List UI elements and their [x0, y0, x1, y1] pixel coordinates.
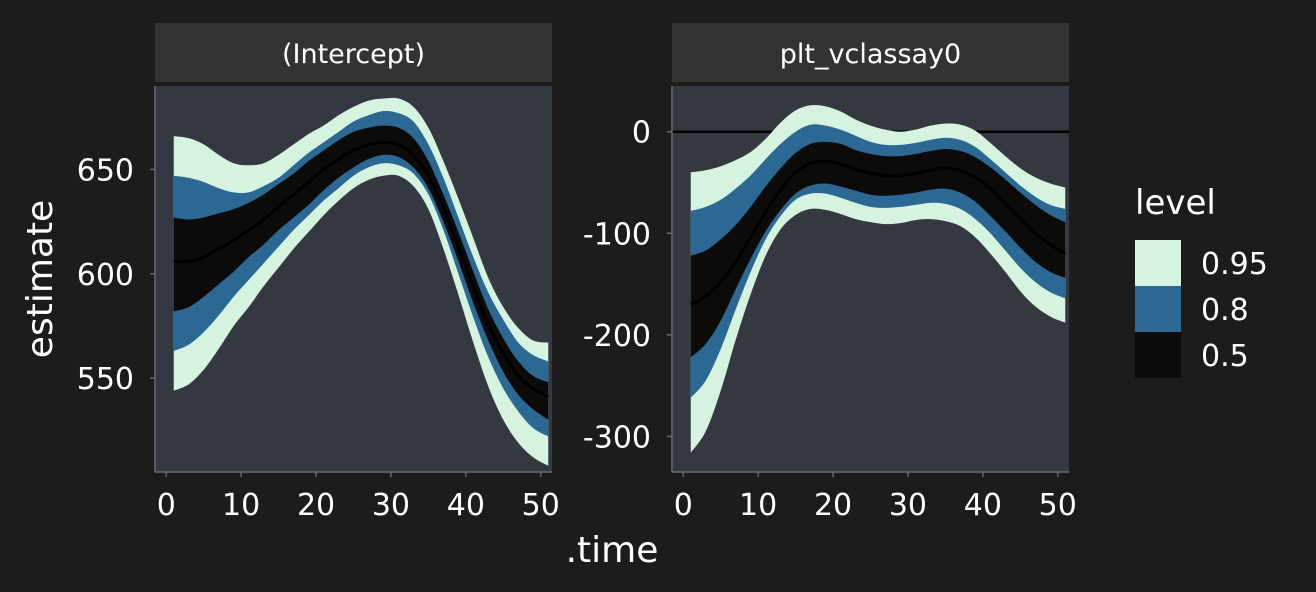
strip-label: plt_vclassay0: [780, 39, 961, 70]
interval-band-0-5: [173, 125, 549, 420]
interval-bands: [690, 105, 1066, 453]
x-tick-label: 30: [889, 488, 927, 523]
strip-background: [672, 23, 1069, 82]
y-tick-label: 600: [77, 258, 134, 293]
y-tick-label: -200: [583, 319, 651, 354]
x-tick-labels: 0 10 20 30 40 50: [157, 472, 560, 523]
x-tick-label: 20: [814, 488, 852, 523]
y-tick-label: 550: [77, 362, 134, 397]
legend-entries: 0.95 0.8 0.5: [1135, 240, 1268, 378]
x-tick-label: 0: [674, 488, 693, 523]
x-tick-label: 10: [222, 488, 260, 523]
y-axis-title: estimate: [20, 200, 61, 358]
facet-panel-plt-vclassay0: plt_vclassay0 -300 -200 -100 0 0 10 20 30 40 50: [583, 23, 1077, 523]
y-tick-label: -100: [583, 217, 651, 252]
interval-bands: [173, 97, 549, 466]
x-tick-label: 10: [739, 488, 777, 523]
legend-title: level: [1135, 183, 1216, 223]
median-line-group: [173, 140, 549, 399]
x-tick-label: 0: [157, 488, 176, 523]
legend-label: 0.95: [1201, 247, 1268, 282]
x-axis-title: .time: [566, 530, 659, 571]
facet-panel-intercept: (Intercept) 550 600 650 0 10 20 30 40 50: [77, 23, 560, 523]
strip-label: (Intercept): [282, 39, 425, 70]
y-tick-label: 0: [632, 116, 651, 151]
legend-key-0-5: [1135, 332, 1181, 378]
y-tick-label: 650: [77, 153, 134, 188]
x-tick-label: 30: [372, 488, 410, 523]
x-tick-labels: 0 10 20 30 40 50: [674, 472, 1077, 523]
x-tick-label: 50: [1039, 488, 1077, 523]
legend-key-0-8: [1135, 286, 1181, 332]
y-tick-labels: -300 -200 -100 0: [583, 116, 672, 455]
y-tick-labels: 550 600 650: [77, 153, 155, 397]
median-line-group: [690, 159, 1067, 306]
legend: level 0.95 0.8 0.5: [1135, 183, 1268, 378]
legend-label: 0.5: [1201, 339, 1249, 374]
x-tick-label: 40: [964, 488, 1002, 523]
x-tick-label: 50: [522, 488, 560, 523]
median-line: [173, 140, 549, 399]
interval-band-0-5: [690, 141, 1066, 358]
legend-label: 0.8: [1201, 293, 1249, 328]
legend-key-0-95: [1135, 240, 1181, 286]
median-line: [690, 159, 1067, 306]
y-tick-label: -300: [583, 420, 651, 455]
x-tick-label: 20: [297, 488, 335, 523]
x-tick-label: 40: [447, 488, 485, 523]
strip-background: [155, 23, 552, 82]
